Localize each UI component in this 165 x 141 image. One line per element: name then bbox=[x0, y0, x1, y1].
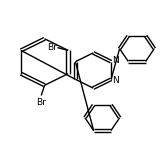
Text: N: N bbox=[112, 57, 119, 65]
Text: Br: Br bbox=[36, 98, 46, 107]
Text: N: N bbox=[112, 76, 119, 84]
Text: Br: Br bbox=[47, 43, 57, 52]
